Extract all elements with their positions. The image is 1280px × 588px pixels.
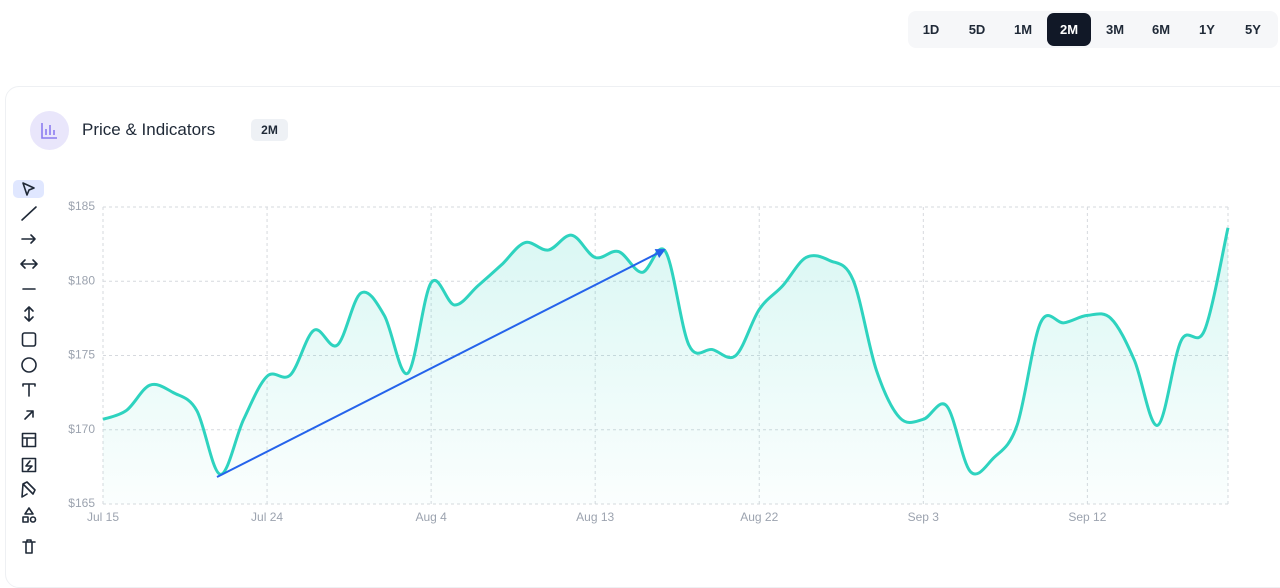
timeframe-button[interactable]: 3M xyxy=(1105,22,1125,37)
timeframe-button[interactable]: 5D xyxy=(968,22,986,37)
x-tick-label: Jul 15 xyxy=(87,510,119,524)
drawing-toolbar xyxy=(13,180,44,554)
tool-layout[interactable] xyxy=(21,432,37,448)
tool-shapes[interactable] xyxy=(22,507,37,523)
y-tick-label: $185 xyxy=(68,199,95,213)
x-tick-label: Jul 24 xyxy=(251,510,283,524)
tool-rect[interactable] xyxy=(21,332,37,347)
card-icon xyxy=(30,111,69,150)
tool-circle[interactable] xyxy=(21,357,37,373)
y-tick-label: $165 xyxy=(68,496,95,510)
tool-pointer[interactable] xyxy=(22,182,35,196)
tool-ray[interactable] xyxy=(24,410,34,420)
trend-arrow[interactable] xyxy=(216,249,666,478)
x-tick-label: Sep 12 xyxy=(1068,510,1106,524)
area-fill xyxy=(103,227,1228,505)
timeframe-button[interactable]: 1Y xyxy=(1199,22,1215,37)
x-tick-label: Sep 3 xyxy=(908,510,940,524)
tool-vrange[interactable] xyxy=(24,306,34,322)
tool-active-bg xyxy=(13,180,44,198)
timeframe-button[interactable]: 2M xyxy=(1047,13,1091,46)
x-tick-label: Aug 22 xyxy=(740,510,778,524)
tool-arrow[interactable] xyxy=(21,234,36,244)
bar-icon xyxy=(41,123,57,139)
tool-text[interactable] xyxy=(22,383,36,397)
range-badge: 2M xyxy=(251,119,288,141)
y-tick-label: $180 xyxy=(68,273,95,287)
price-line xyxy=(102,227,1230,476)
y-tick-label: $170 xyxy=(68,422,95,436)
timeframe-button[interactable]: 1D xyxy=(922,22,940,37)
x-tick-label: Aug 13 xyxy=(576,510,614,524)
chart: $165 $170 $175 $180 $185 Jul 15 Jul 24 Aug 4 Aug… xyxy=(68,199,1230,524)
x-tick-label: Aug 4 xyxy=(415,510,447,524)
y-tick-label: $175 xyxy=(68,348,95,362)
timeframe-selector: 1D 5D 1M 2M 3M 6M 1Y 5Y xyxy=(908,11,1278,48)
timeframe-button[interactable]: 5Y xyxy=(1245,22,1261,37)
tool-line[interactable] xyxy=(21,206,37,221)
card-title: Price & Indicators xyxy=(82,120,216,139)
timeframe-button[interactable]: 6M xyxy=(1151,22,1171,37)
tool-brush[interactable] xyxy=(21,481,36,498)
page: 1D 5D 1M 2M 3M 6M 1Y 5Y Price & Indicators 2M xyxy=(5,11,1280,588)
tool-range[interactable] xyxy=(20,259,38,269)
tool-delete[interactable] xyxy=(22,539,36,554)
timeframe-button[interactable]: 1M xyxy=(1013,22,1033,37)
tool-indicator[interactable] xyxy=(21,457,37,473)
